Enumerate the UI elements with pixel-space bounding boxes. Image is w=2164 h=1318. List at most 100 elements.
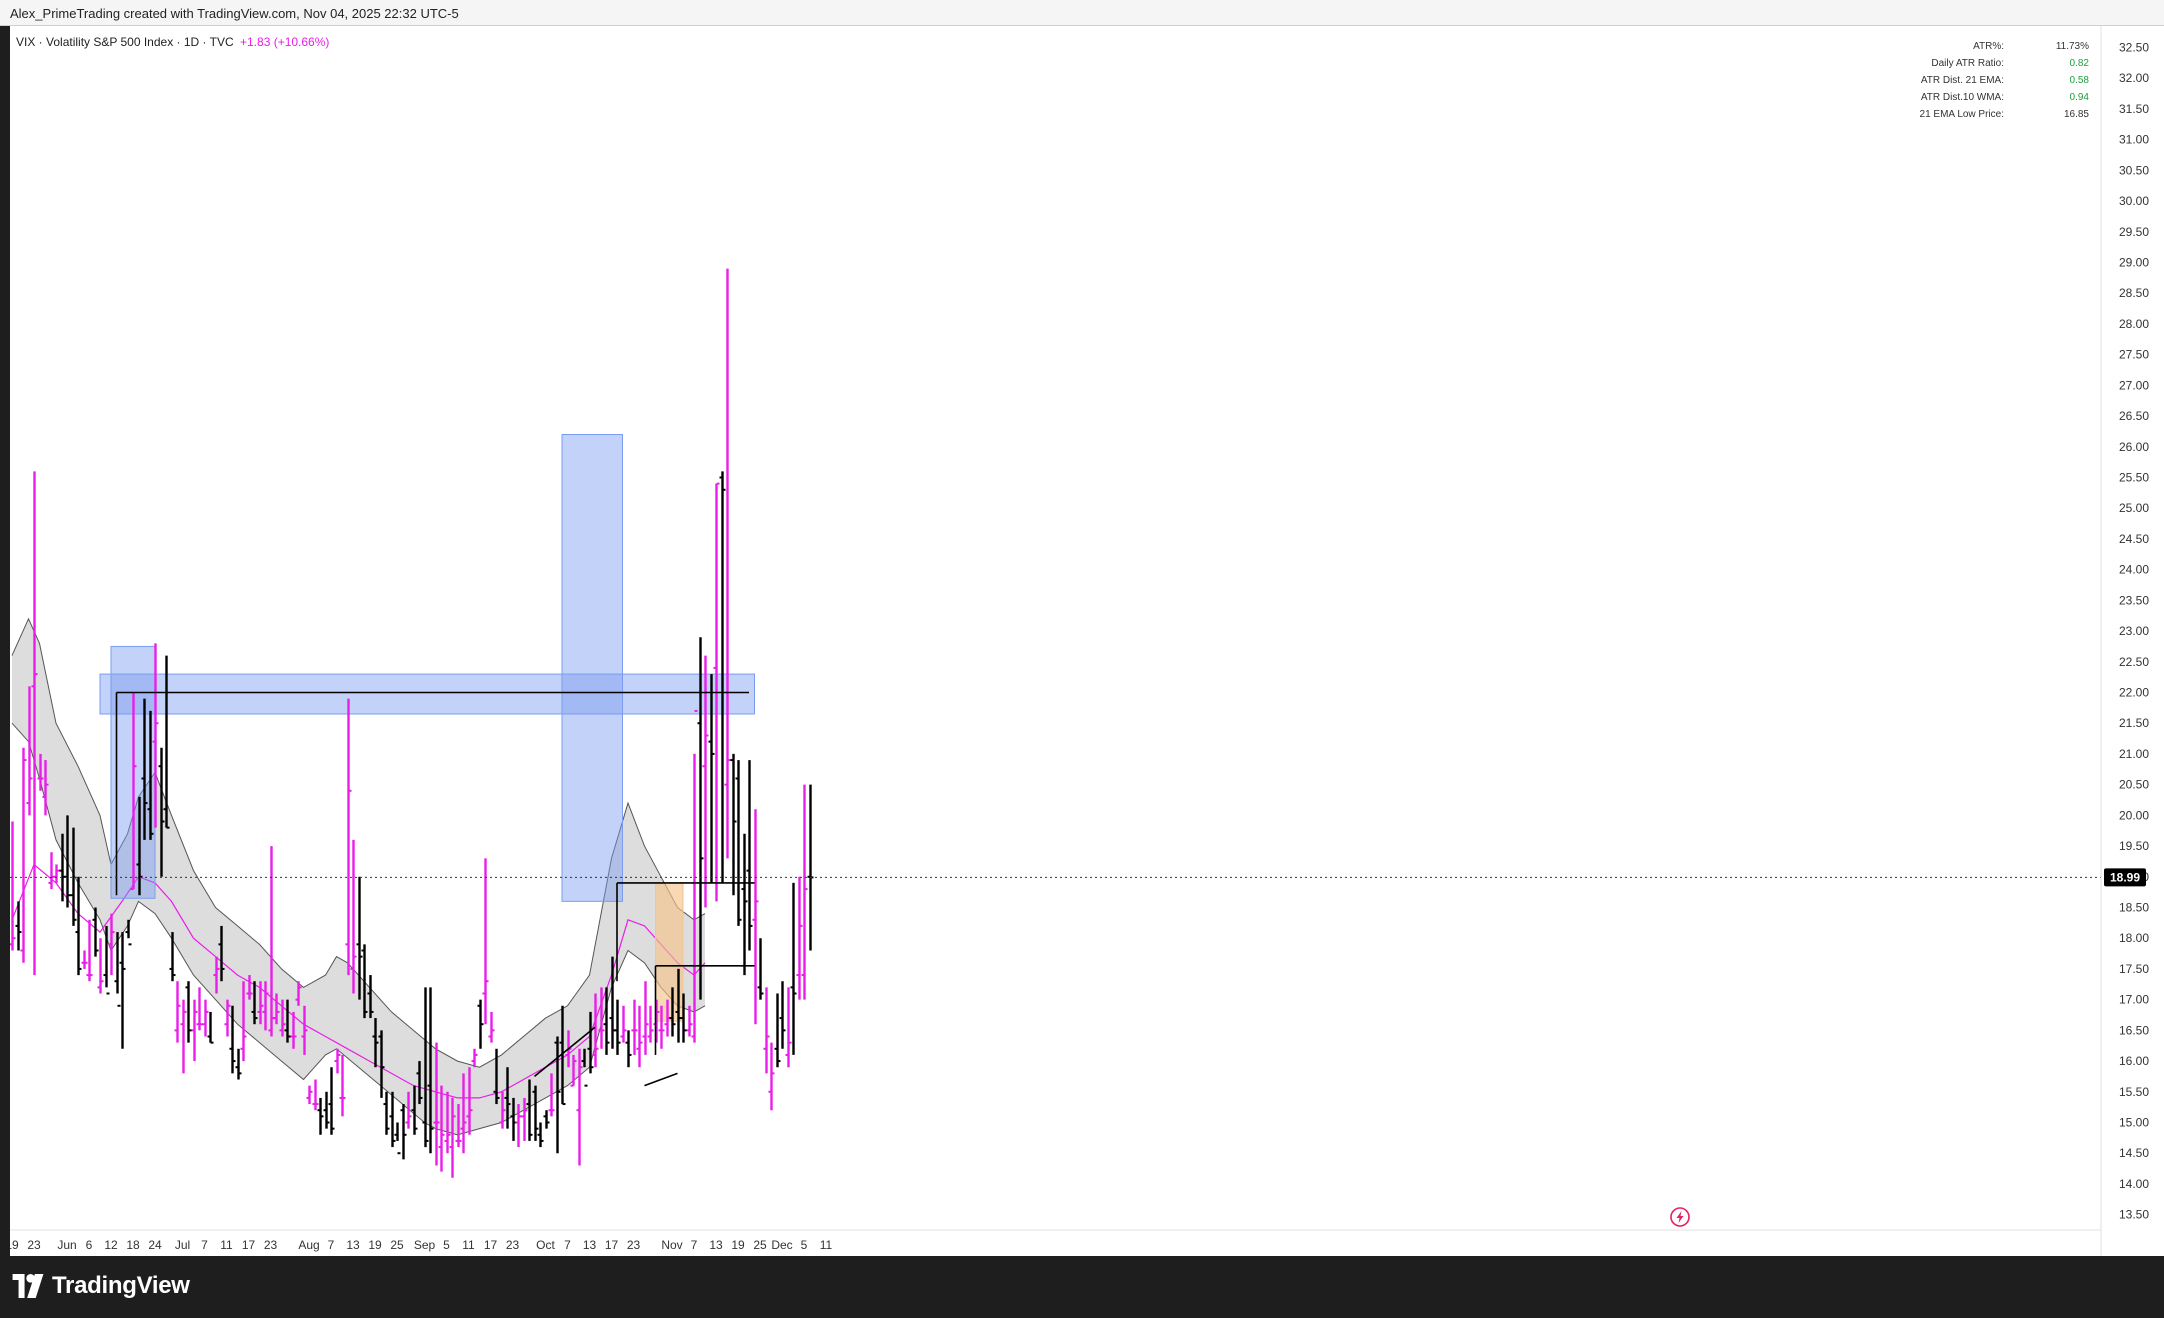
ohlc-bar <box>290 1011 297 1049</box>
ohlc-bar <box>262 981 269 1031</box>
ohlc-bar <box>801 784 808 1000</box>
ohlc-bar <box>526 1079 533 1141</box>
time-tick-label: Jul <box>175 1238 190 1252</box>
chart-area[interactable]: 13.50 14.00 14.50 15.00 15.50 16.00 16.50 17.00… <box>5 26 2164 1256</box>
ohlc-bar <box>224 999 231 1037</box>
ohlc-bar <box>64 815 71 908</box>
ohlc-bar <box>570 1054 577 1087</box>
time-tick-label: 7 <box>691 1238 698 1252</box>
time-tick-label: 6 <box>86 1238 93 1252</box>
ohlc-bar <box>130 692 137 891</box>
price-tick-label: 21.00 <box>2119 747 2149 761</box>
ohlc-bar <box>598 987 605 1049</box>
ohlc-bar <box>790 882 797 1055</box>
stat-label: 21 EMA Low Price: <box>1920 109 2004 120</box>
ohlc-bar <box>367 975 374 1019</box>
ohlc-bar <box>411 1085 418 1135</box>
time-tick-label: 7 <box>328 1238 335 1252</box>
price-tick-label: 15.00 <box>2119 1116 2149 1130</box>
ohlc-bar <box>493 1048 500 1105</box>
ohlc-bar <box>378 1030 385 1098</box>
price-tick-label: 27.50 <box>2119 348 2149 362</box>
ohlc-bar <box>306 1085 313 1105</box>
time-tick-label: 5 <box>443 1238 450 1252</box>
time-tick-label: 19 <box>731 1238 745 1252</box>
ohlc-bar <box>9 821 16 951</box>
ohlc-bar <box>614 999 621 1055</box>
ohlc-bar <box>537 1122 544 1148</box>
price-tick-label: 17.50 <box>2119 962 2149 976</box>
price-tick-label: 18.00 <box>2119 931 2149 945</box>
price-chart[interactable]: 13.50 14.00 14.50 15.00 15.50 16.00 16.50 17.00… <box>5 26 2164 1256</box>
ohlc-bar <box>488 1011 495 1043</box>
ohlc-bar <box>625 1030 632 1068</box>
ohlc-bar <box>416 1061 423 1105</box>
ohlc-bar <box>730 753 737 896</box>
price-tick-label: 17.00 <box>2119 993 2149 1007</box>
ohlc-bar <box>697 637 704 1000</box>
time-tick-label: 13 <box>583 1238 597 1252</box>
chart-legend: VIX · Volatility S&P 500 Index · 1D · TV… <box>16 35 329 49</box>
price-tick-label: 29.50 <box>2119 225 2149 239</box>
stats-table: ATR%: 11.73% Daily ATR Ratio: 0.82 ATR Dist.… <box>1920 41 2090 120</box>
price-tick-label: 20.00 <box>2119 808 2149 822</box>
price-tag-background <box>2104 868 2146 887</box>
ohlc-bar <box>202 999 209 1037</box>
ohlc-bar <box>587 1011 594 1074</box>
ohlc-bar <box>669 987 676 1037</box>
price-tick-label: 19.50 <box>2119 839 2149 853</box>
time-tick-label: 23 <box>27 1238 41 1252</box>
price-tick-label: 13.50 <box>2119 1208 2149 1222</box>
ohlc-bar <box>235 1048 242 1080</box>
time-tick-label: 7 <box>201 1238 208 1252</box>
ohlc-bar <box>279 999 286 1037</box>
time-tick-label: 19 <box>368 1238 382 1252</box>
ohlc-bar <box>334 1048 341 1074</box>
ohlc-bar <box>532 1085 539 1141</box>
ohlc-bar <box>174 981 181 1043</box>
tradingview-logo[interactable]: TradingView <box>12 1272 190 1300</box>
ohlc-bar <box>438 1085 445 1172</box>
time-tick-label: Nov <box>661 1238 682 1252</box>
price-tick-label: 25.50 <box>2119 471 2149 485</box>
ohlc-bar <box>719 471 726 883</box>
ohlc-bar <box>141 698 148 840</box>
price-tick-label: 25.00 <box>2119 501 2149 515</box>
ohlc-bar <box>642 981 649 1055</box>
price-tick-label: 15.50 <box>2119 1085 2149 1099</box>
ohlc-bar <box>389 1091 396 1148</box>
ohlc-bar <box>240 981 247 1062</box>
price-tick-label: 31.50 <box>2119 102 2149 116</box>
ohlc-bar <box>31 471 38 976</box>
time-tick-label: 18 <box>126 1238 140 1252</box>
drawn-line-6[interactable] <box>533 1026 596 1078</box>
ohlc-bar <box>339 1054 346 1117</box>
price-tick-label: 31.00 <box>2119 133 2149 147</box>
flash-icon[interactable] <box>1670 1207 1690 1227</box>
ohlc-bar <box>317 1097 324 1135</box>
ohlc-bar <box>504 1067 511 1129</box>
ohlc-bar <box>658 1005 665 1049</box>
time-tick-label: 19 <box>10 1238 19 1252</box>
ohlc-bar <box>554 1036 561 1154</box>
ohlc-bar <box>125 919 132 946</box>
ohlc-bar <box>576 1048 583 1166</box>
stat-label: ATR Dist. 21 EMA: <box>1921 75 2004 86</box>
created-caption: Alex_PrimeTrading created with TradingVi… <box>10 6 459 21</box>
ohlc-bar <box>521 1097 528 1141</box>
ohlc-bar <box>70 827 77 926</box>
ohlc-bar <box>273 993 280 1025</box>
ohlc-bar <box>785 987 792 1068</box>
ohlc-bar <box>631 999 638 1055</box>
ohlc-bar <box>81 950 88 969</box>
price-tick-label: 16.50 <box>2119 1023 2149 1037</box>
ohlc-bar <box>20 747 27 963</box>
time-tick-label: Dec <box>771 1238 792 1252</box>
drawn-line-7[interactable] <box>644 1072 678 1087</box>
price-tick-label: 18.50 <box>2119 901 2149 915</box>
ohlc-bar <box>774 993 781 1068</box>
ohlc-bar <box>251 981 258 1025</box>
time-tick-label: 23 <box>627 1238 641 1252</box>
price-tick-label: 14.00 <box>2119 1177 2149 1191</box>
ohlc-bar <box>708 674 715 883</box>
